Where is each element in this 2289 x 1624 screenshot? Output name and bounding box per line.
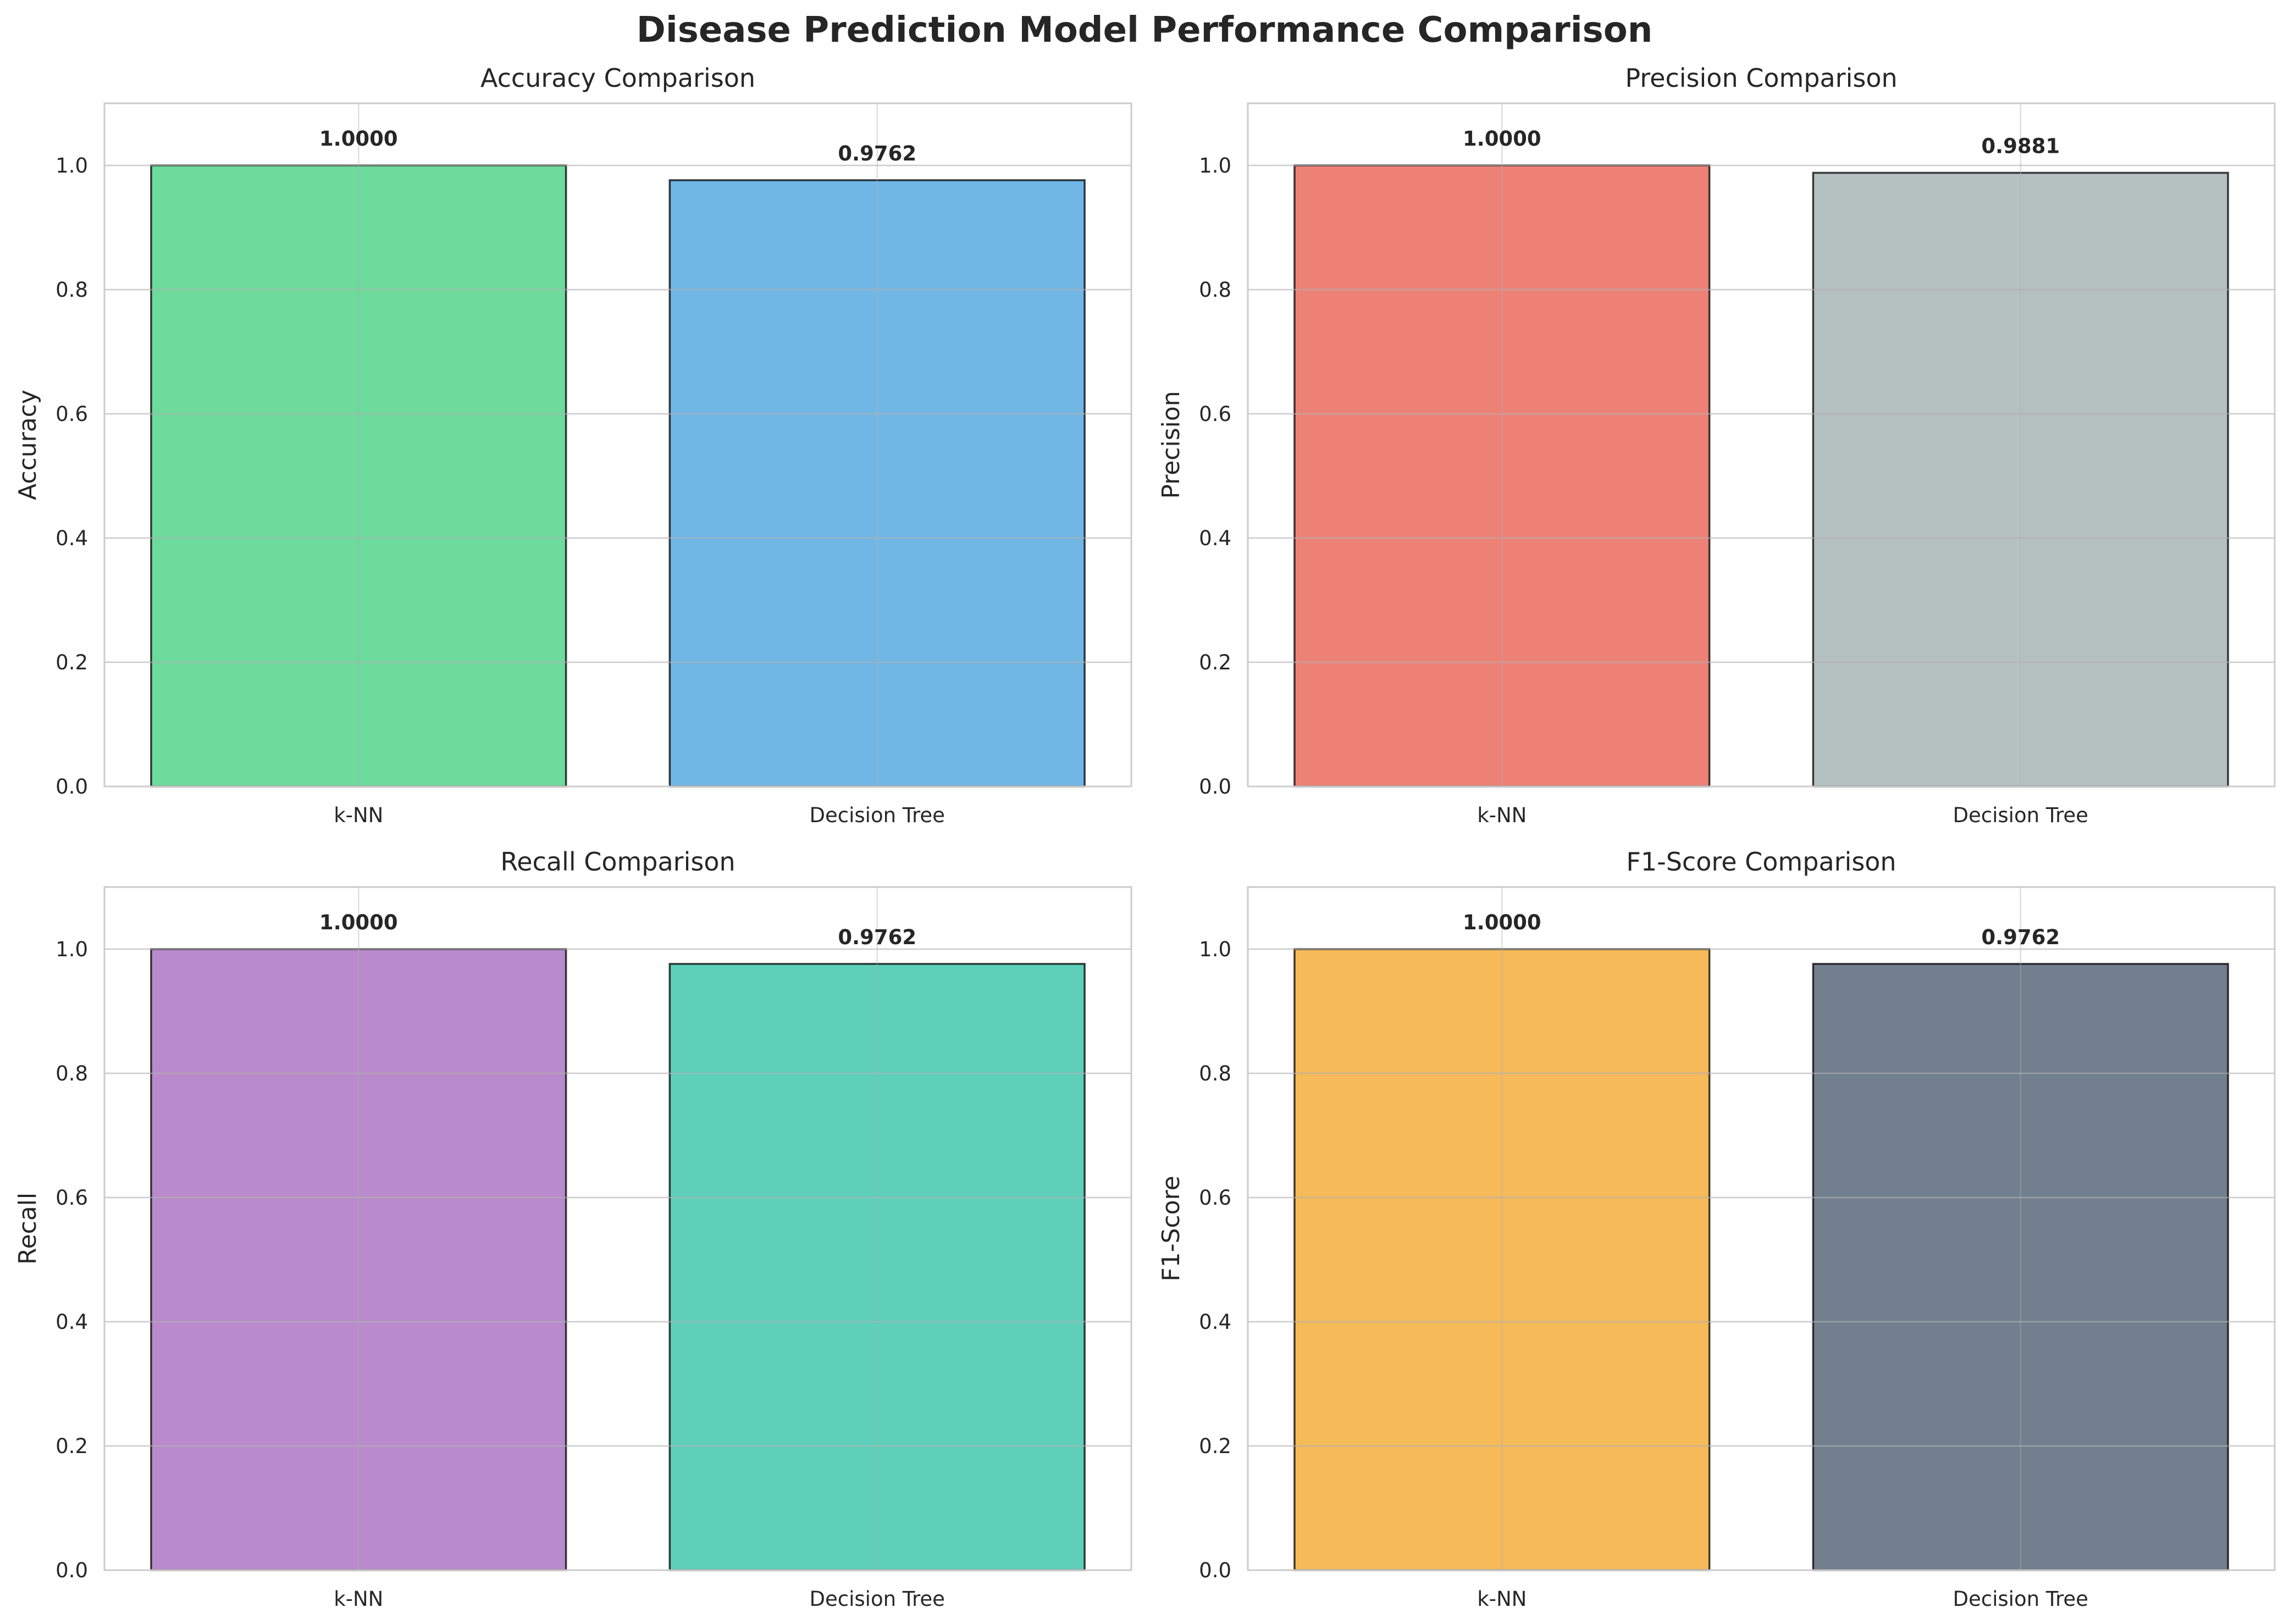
precision-bar-k-nn: [1293, 164, 1711, 788]
accuracy-y-axis-label: Accuracy: [14, 390, 42, 500]
f1-score-bar-decision-tree: [1812, 963, 2229, 1571]
precision-y-axis-label: Precision: [1157, 391, 1185, 498]
accuracy-value-label: 0.9762: [838, 142, 916, 165]
f1-score-ytick-label: 0.8: [1199, 1062, 1231, 1085]
recall-bar-k-nn: [150, 948, 567, 1571]
precision-ytick-label: 1.0: [1199, 154, 1231, 178]
recall-xtick-label: k-NN: [334, 1587, 383, 1611]
f1-score-value-label: 1.0000: [1463, 911, 1541, 934]
recall-ytick-label: 0.6: [56, 1186, 88, 1210]
recall-value-label: 0.9762: [838, 925, 916, 949]
f1-score-ytick-label: 0.4: [1199, 1310, 1231, 1334]
recall-axes-frame: [103, 886, 1132, 1571]
precision-ytick-label: 0.4: [1199, 526, 1231, 550]
accuracy-axes-frame: [103, 102, 1132, 788]
recall-ytick-label: 1.0: [56, 938, 88, 961]
recall-ytick-label: 0.8: [56, 1062, 88, 1085]
accuracy-ytick-label: 0.2: [56, 651, 88, 674]
accuracy-ytick-label: 1.0: [56, 154, 88, 178]
f1-score-ytick-label: 0.2: [1199, 1434, 1231, 1458]
accuracy-ytick-label: 0.4: [56, 526, 88, 550]
f1-score-ytick-label: 0.6: [1199, 1186, 1231, 1210]
accuracy-bar-decision-tree: [668, 179, 1086, 788]
f1-score-ytick-label: 0.0: [1199, 1559, 1231, 1582]
recall-subplot-title: Recall Comparison: [500, 847, 735, 877]
precision-bar-decision-tree: [1812, 171, 2229, 788]
recall-ytick-label: 0.4: [56, 1310, 88, 1334]
f1-score-value-label: 0.9762: [1981, 925, 2060, 949]
precision-xtick-label: Decision Tree: [1953, 803, 2088, 827]
f1-score-y-axis-label: F1-Score: [1157, 1176, 1185, 1281]
f1-score-bar-k-nn: [1293, 948, 1711, 1571]
precision-ytick-label: 0.6: [1199, 402, 1231, 426]
accuracy-xtick-label: Decision Tree: [810, 803, 945, 827]
precision-ytick-label: 0.2: [1199, 651, 1231, 674]
precision-axes-frame: [1247, 102, 2276, 788]
f1-score-ytick-label: 1.0: [1199, 938, 1231, 961]
figure-title: Disease Prediction Model Performance Com…: [636, 10, 1653, 51]
f1-score-xtick-label: k-NN: [1477, 1587, 1527, 1611]
recall-ytick-label: 0.0: [56, 1559, 88, 1582]
precision-value-label: 1.0000: [1463, 127, 1541, 151]
precision-ytick-label: 0.0: [1199, 775, 1231, 799]
accuracy-bar-k-nn: [150, 164, 567, 788]
accuracy-value-label: 1.0000: [319, 127, 398, 151]
accuracy-ytick-label: 0.6: [56, 402, 88, 426]
recall-bar-decision-tree: [668, 963, 1086, 1571]
f1-score-axes-frame: [1247, 886, 2276, 1571]
recall-ytick-label: 0.2: [56, 1434, 88, 1458]
accuracy-subplot-title: Accuracy Comparison: [480, 63, 755, 93]
precision-ytick-label: 0.8: [1199, 278, 1231, 302]
precision-subplot-title: Precision Comparison: [1625, 63, 1897, 93]
accuracy-xtick-label: k-NN: [334, 803, 383, 827]
accuracy-ytick-label: 0.8: [56, 278, 88, 302]
precision-xtick-label: k-NN: [1477, 803, 1527, 827]
recall-value-label: 1.0000: [319, 911, 398, 934]
f1-score-subplot-title: F1-Score Comparison: [1626, 847, 1896, 877]
recall-xtick-label: Decision Tree: [810, 1587, 945, 1611]
precision-value-label: 0.9881: [1981, 134, 2060, 158]
f1-score-xtick-label: Decision Tree: [1953, 1587, 2088, 1611]
recall-y-axis-label: Recall: [14, 1193, 42, 1265]
accuracy-ytick-label: 0.0: [56, 775, 88, 799]
